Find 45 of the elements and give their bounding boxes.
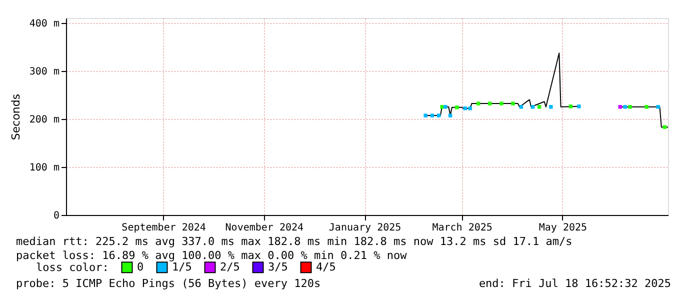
point: [430, 114, 434, 118]
point: [448, 114, 452, 118]
point: [537, 105, 542, 109]
point: [424, 114, 428, 118]
text: probe: 5 ICMP Echo Pings (56 Bytes) every 120s: [16, 277, 321, 290]
x-tick-label: September 2024: [122, 222, 206, 234]
y-tick-label: 300 m: [29, 66, 60, 78]
point: [644, 105, 648, 109]
point: [488, 102, 492, 106]
point: [577, 104, 581, 108]
x-tick-label: January 2025: [328, 222, 402, 234]
legend-label: 3/5: [268, 260, 288, 274]
legend-title: loss color:: [36, 261, 109, 274]
point: [618, 105, 622, 109]
legend-label: 1/5: [172, 260, 192, 274]
text: end: Fri Jul 18 16:52:32 2025: [478, 277, 671, 290]
point: [549, 105, 553, 109]
y-axis-title: Seconds: [9, 94, 22, 140]
point: [519, 105, 524, 109]
point: [476, 102, 480, 106]
legend-label: 0: [137, 260, 144, 274]
x-tick-label: November 2024: [225, 222, 304, 234]
point: [568, 104, 573, 108]
y-tick-label: 400 m: [29, 18, 60, 30]
point: [455, 106, 459, 110]
point: [436, 114, 441, 118]
x-tick-label: May 2025: [538, 222, 588, 234]
y-tick-label: 0: [53, 210, 60, 222]
x-tick-label: March 2025: [432, 222, 492, 234]
point: [440, 105, 444, 109]
point: [468, 106, 472, 110]
point: [623, 105, 627, 109]
point: [662, 125, 667, 129]
point: [443, 105, 448, 109]
text: median rtt: 225.2 ms avg 337.0 ms max 182.8 ms min 182.8 ms now 13.2 ms sd 17.1 am/s: [16, 235, 572, 248]
point: [500, 102, 504, 106]
y-tick-label: 100 m: [29, 162, 60, 174]
point: [530, 105, 535, 109]
y-tick-label: 200 m: [29, 114, 60, 126]
legend-label: 4/5: [316, 260, 336, 274]
point: [511, 102, 515, 106]
text: packet loss: 16.89 % avg 100.00 % max 0.00 % min 0.21 % now: [16, 249, 408, 262]
point: [628, 105, 632, 109]
legend-label: 2/5: [220, 260, 240, 274]
point: [656, 105, 660, 109]
